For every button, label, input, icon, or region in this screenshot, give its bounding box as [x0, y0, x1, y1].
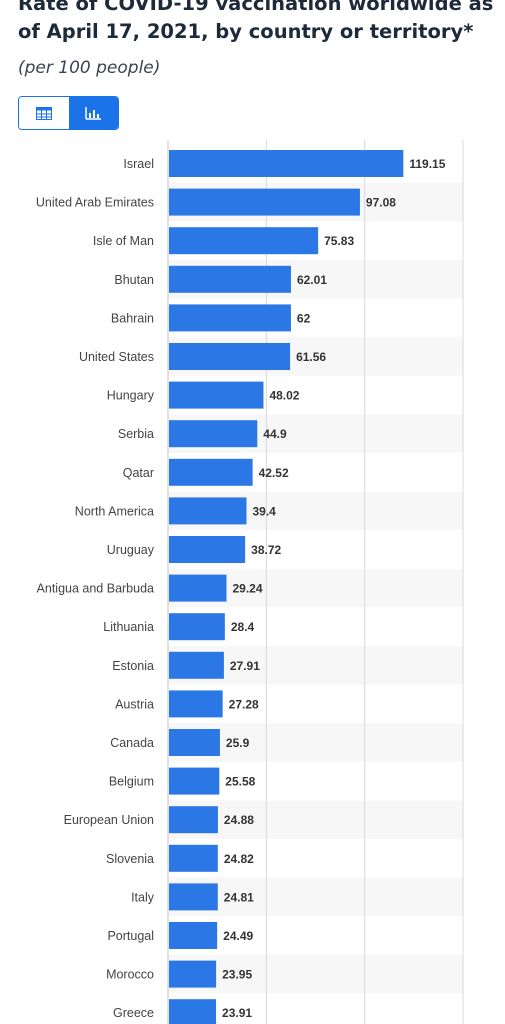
value-label: 27.91	[230, 659, 260, 673]
bar	[169, 420, 258, 448]
category-label: Bahrain	[111, 311, 154, 325]
bar	[169, 767, 220, 795]
category-label: Estonia	[112, 659, 154, 673]
bar	[169, 922, 218, 949]
row-stripe	[168, 954, 463, 994]
category-label: North America	[75, 504, 154, 518]
category-label: Belgium	[109, 775, 154, 789]
value-label: 23.91	[222, 1006, 252, 1020]
bar	[169, 343, 291, 370]
bar	[169, 188, 360, 216]
chart-subtitle: (per 100 people)	[18, 58, 161, 78]
category-label: Isle of Man	[93, 234, 154, 248]
bar	[169, 960, 217, 988]
bar	[169, 613, 225, 641]
value-label: 75.83	[324, 234, 354, 248]
bar	[169, 999, 217, 1024]
chart-title: Rate of COVID-19 vaccination worldwide a…	[18, 0, 494, 43]
value-label: 39.4	[252, 504, 276, 518]
value-label: 23.95	[222, 968, 252, 982]
category-label: Italy	[131, 890, 155, 904]
category-label: United Arab Emirates	[36, 196, 154, 210]
category-label: Israel	[123, 157, 154, 171]
category-label: Bhutan	[114, 273, 154, 287]
bar	[169, 536, 246, 563]
value-label: 24.82	[224, 852, 254, 866]
value-label: 119.15	[409, 157, 445, 171]
bar	[169, 806, 218, 834]
bar-view-button[interactable]	[68, 97, 118, 129]
bar	[169, 651, 224, 679]
bar	[169, 844, 218, 872]
category-label: Serbia	[118, 427, 154, 441]
value-label: 48.02	[269, 389, 299, 403]
value-label: 38.72	[251, 543, 281, 557]
value-label: 97.08	[366, 196, 396, 210]
value-label: 24.88	[224, 813, 254, 827]
value-label: 28.4	[231, 620, 255, 634]
value-label: 24.49	[223, 929, 253, 943]
value-label: 24.81	[224, 890, 254, 904]
bar	[169, 265, 291, 293]
bar-chart-icon	[85, 106, 102, 120]
bar	[169, 690, 223, 718]
table-icon	[35, 106, 52, 120]
table-view-button[interactable]	[19, 97, 69, 129]
category-label: European Union	[64, 813, 154, 827]
value-label: 62	[297, 311, 311, 325]
category-label: Hungary	[107, 389, 155, 403]
value-label: 27.28	[229, 697, 259, 711]
category-label: Uruguay	[107, 543, 155, 557]
value-label: 42.52	[259, 466, 289, 480]
bar	[169, 729, 220, 756]
value-label: 44.9	[263, 427, 287, 441]
bar	[169, 883, 218, 911]
bar	[169, 227, 319, 255]
category-label: United States	[79, 350, 154, 364]
value-label: 25.58	[225, 775, 255, 789]
bar	[169, 458, 253, 486]
bar	[169, 304, 291, 332]
value-label: 62.01	[297, 273, 327, 287]
category-label: Austria	[115, 697, 154, 711]
value-label: 29.24	[233, 582, 263, 596]
category-label: Lithuania	[103, 620, 154, 634]
category-label: Antigua and Barbuda	[37, 582, 155, 596]
category-label: Portugal	[107, 929, 154, 943]
bar	[169, 574, 227, 602]
category-label: Slovenia	[106, 852, 154, 866]
bar	[169, 381, 264, 409]
value-label: 61.56	[296, 350, 326, 364]
bar	[169, 497, 247, 525]
bar	[169, 150, 404, 177]
category-label: Qatar	[123, 466, 154, 480]
category-label: Greece	[113, 1006, 154, 1020]
category-label: Canada	[110, 736, 154, 750]
view-toggle	[18, 96, 119, 130]
category-label: Morocco	[106, 968, 154, 982]
value-label: 25.9	[226, 736, 250, 750]
bar-chart: Israel 119.15 United Arab Emirates 97.08 Isl…	[36, 140, 464, 1024]
